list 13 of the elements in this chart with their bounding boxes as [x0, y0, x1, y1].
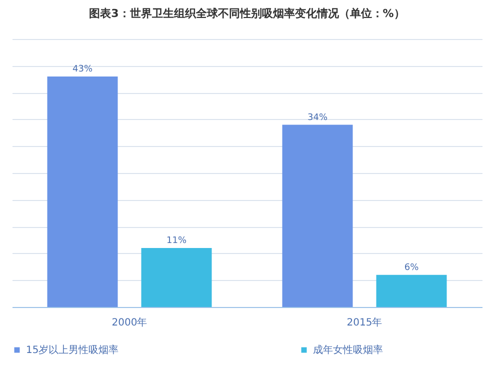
- data-label: 34%: [307, 112, 328, 123]
- data-label: 6%: [404, 262, 420, 273]
- data-label: 11%: [166, 236, 187, 246]
- legend-label: 成年女性吸烟率: [313, 344, 383, 356]
- x-tick-label: 2000年: [112, 316, 148, 328]
- x-tick-label: 2015年: [346, 316, 382, 328]
- bar: [282, 124, 353, 307]
- bar: [376, 274, 447, 307]
- legend-label: 15岁以上男性吸烟率: [26, 344, 119, 356]
- data-label: 43%: [72, 64, 93, 75]
- bar: [47, 76, 118, 307]
- bar: [141, 248, 212, 307]
- chart-title: 图表3：世界卫生组织全球不同性别吸烟率变化情况（单位：%）: [89, 7, 405, 20]
